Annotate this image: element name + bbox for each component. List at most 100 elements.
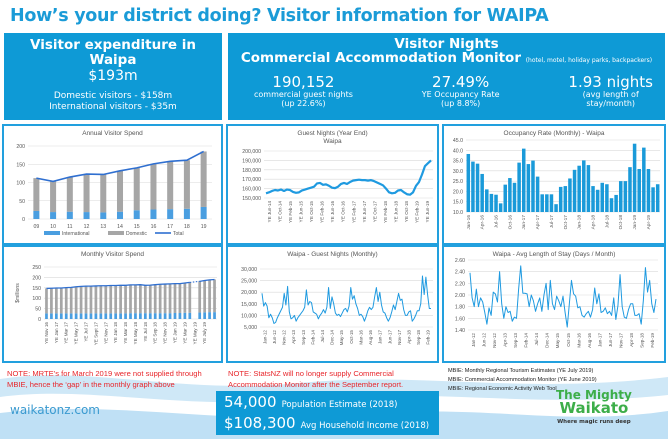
bar-occupancy [632,143,637,212]
chart-subtitle: Waipa [323,138,342,145]
bar-international [139,313,142,319]
x-tick-label: YE Feb-17 [351,201,356,223]
y-tick-label: 150 [16,162,25,168]
bar-international [200,206,207,219]
website-link[interactable]: waikatonz.com [10,403,100,417]
bar-occupancy [475,163,480,212]
bar-international [59,313,63,319]
x-tick-label: 13 [100,224,106,230]
bar-international [89,313,93,319]
x-tick-label: YE Jun-18 [394,201,399,223]
y-tick-label: 30,000 [241,267,257,273]
y-tick-label: 20.0 [453,189,463,195]
bar-occupancy [545,194,549,212]
x-tick-label: Apr-18 [591,215,597,230]
x-tick-label: Feb-14 [524,333,529,348]
cam-note: (hotel, motel, holiday parks, backpacker… [525,57,653,64]
bar-international [45,313,48,319]
legend-label-total: Total [173,231,184,237]
data-line [265,159,432,196]
logo-line-2: Waikato [559,399,629,417]
x-tick-label: Feb-19 [426,330,431,345]
bar-occupancy [554,204,558,212]
y-tick-label: 0 [38,317,41,323]
bar-international [99,313,103,319]
bar-domestic [114,285,118,314]
bar-domestic [183,160,190,209]
bar-domestic [200,151,207,207]
legend-label-international: International [62,231,90,237]
bar-domestic [203,280,207,313]
bar-international [208,312,211,319]
y-tick-label: 2.00 [455,293,465,299]
y-tick-label: 50 [35,307,41,313]
x-tick-label: YE Nov 18 [163,322,168,344]
bar-international [163,313,167,319]
x-tick-label: YE Jul 18 [143,322,148,342]
x-tick-label: Mar-16 [358,330,363,345]
bar-occupancy [489,193,494,212]
bar-domestic [64,287,68,314]
visitor-nights-panel: Visitor Nights Commercial Accommodation … [228,33,665,120]
bar-occupancy [646,169,651,212]
x-tick-label: YE Mar 17 [64,322,69,344]
bar-domestic [133,167,140,211]
y-tick-label: 1.40 [455,328,465,334]
bar-international [173,312,177,319]
bar-domestic [213,279,216,313]
bar-domestic [84,286,88,314]
bar-domestic [74,286,78,314]
x-tick-label: Feb-14 [310,330,315,345]
expenditure-domestic: Domestic visitors - $158m [53,91,173,101]
bar-international [188,312,192,319]
bar-international [116,211,124,219]
x-tick-label: YE Nov 17 [103,322,108,344]
bar-occupancy [618,181,623,212]
y-tick-label: 30.0 [453,169,463,175]
bar-international [150,209,157,219]
y-tick-label: 160,000 [242,187,261,193]
bar-domestic [208,279,211,313]
stat-label: (avg length of [582,90,639,99]
x-tick-label: YE Feb-16 [320,201,325,223]
bar-international [129,313,132,319]
nights-subheading: Commercial Accommodation Monitor (hotel,… [228,51,665,68]
x-tick-label: Jan-18 [577,215,583,230]
bar-international [168,313,172,319]
x-tick-label: Jul-18 [604,215,610,228]
bar-domestic [143,285,147,314]
logo-line-1: The Mighty [556,388,632,402]
bar-domestic [129,284,132,314]
y-tick-label: 45.0 [453,138,463,144]
expenditure-heading-2: Waipa [89,52,137,68]
bar-international [167,209,174,219]
x-tick-label: YE Jan 19 [172,322,177,344]
mighty-waikato-logo: The Mighty Waikato Where magic runs deep [556,389,632,425]
stat-label: commercial guest nights [254,90,353,99]
y-tick-label: 5,000 [244,325,257,331]
bar-occupancy [535,176,540,212]
x-tick-label: YE Oct-18 [404,201,409,223]
legend-swatch-domestic [108,231,124,235]
chart-title: Guest Nights (Year End) [297,130,367,137]
y-axis-label: $millions [15,283,21,303]
bar-occupancy [609,198,614,212]
x-tick-label: Sep-18 [416,330,421,345]
x-tick-label: Nov-12 [282,330,287,345]
bar-international [83,212,90,219]
x-tick-label: YE May 17 [74,322,79,345]
bar-domestic [173,283,177,313]
population-income-box: 54,000 Population Estimate (2018) $108,3… [216,391,439,435]
bar-international [79,313,83,319]
bar-international [66,211,73,219]
x-tick-label: 16 [151,224,157,230]
x-tick-label: YE Oct-14 [277,201,282,223]
bar-international [143,313,147,319]
bar-domestic [168,283,172,314]
x-tick-label: Jan-17 [521,215,527,230]
bar-domestic [163,284,167,314]
x-tick-label: YE Mar 18 [123,322,128,344]
x-tick-label: Jan-12 [262,330,267,344]
bar-occupancy [572,169,577,212]
x-tick-label: YE May 19 [192,322,197,345]
